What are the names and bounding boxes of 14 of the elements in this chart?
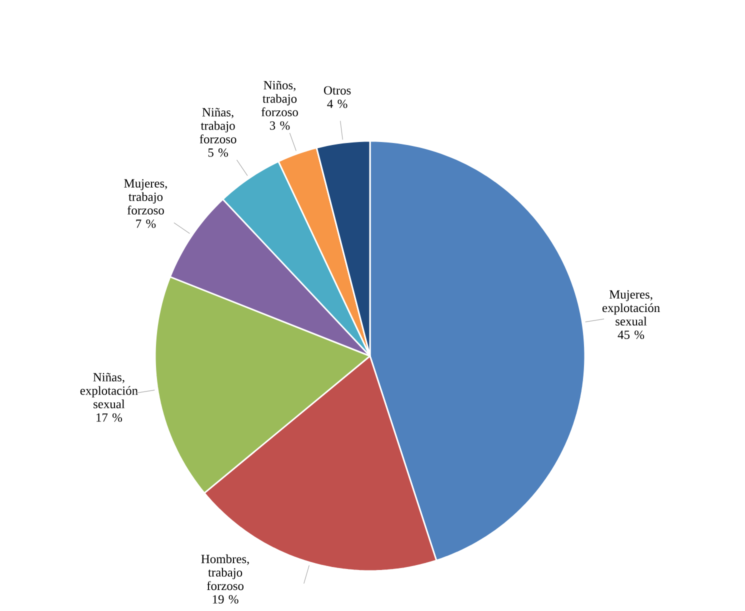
slice-label: Niñas, explotación sexual: [80, 372, 138, 408]
slice-label: Mujeres, trabajo forzoso: [124, 179, 167, 214]
slice-label: Niños, trabajo forzoso: [261, 80, 298, 116]
slice-label: Hombres, trabajo forzoso: [201, 554, 249, 590]
data-label: 45 %: [618, 330, 644, 340]
data-label: 4 %: [327, 100, 348, 108]
slice-label: Otros: [324, 86, 351, 95]
data-label: 19 %: [212, 595, 238, 604]
data-label: 17 %: [96, 413, 122, 422]
slice-label: Mujeres, explotación sexual: [602, 290, 660, 326]
data-label: 7 %: [136, 220, 156, 228]
slice-label: Niñas, trabajo forzoso: [200, 108, 236, 144]
data-label: 3 %: [270, 121, 290, 130]
data-label: 5 %: [208, 148, 228, 157]
